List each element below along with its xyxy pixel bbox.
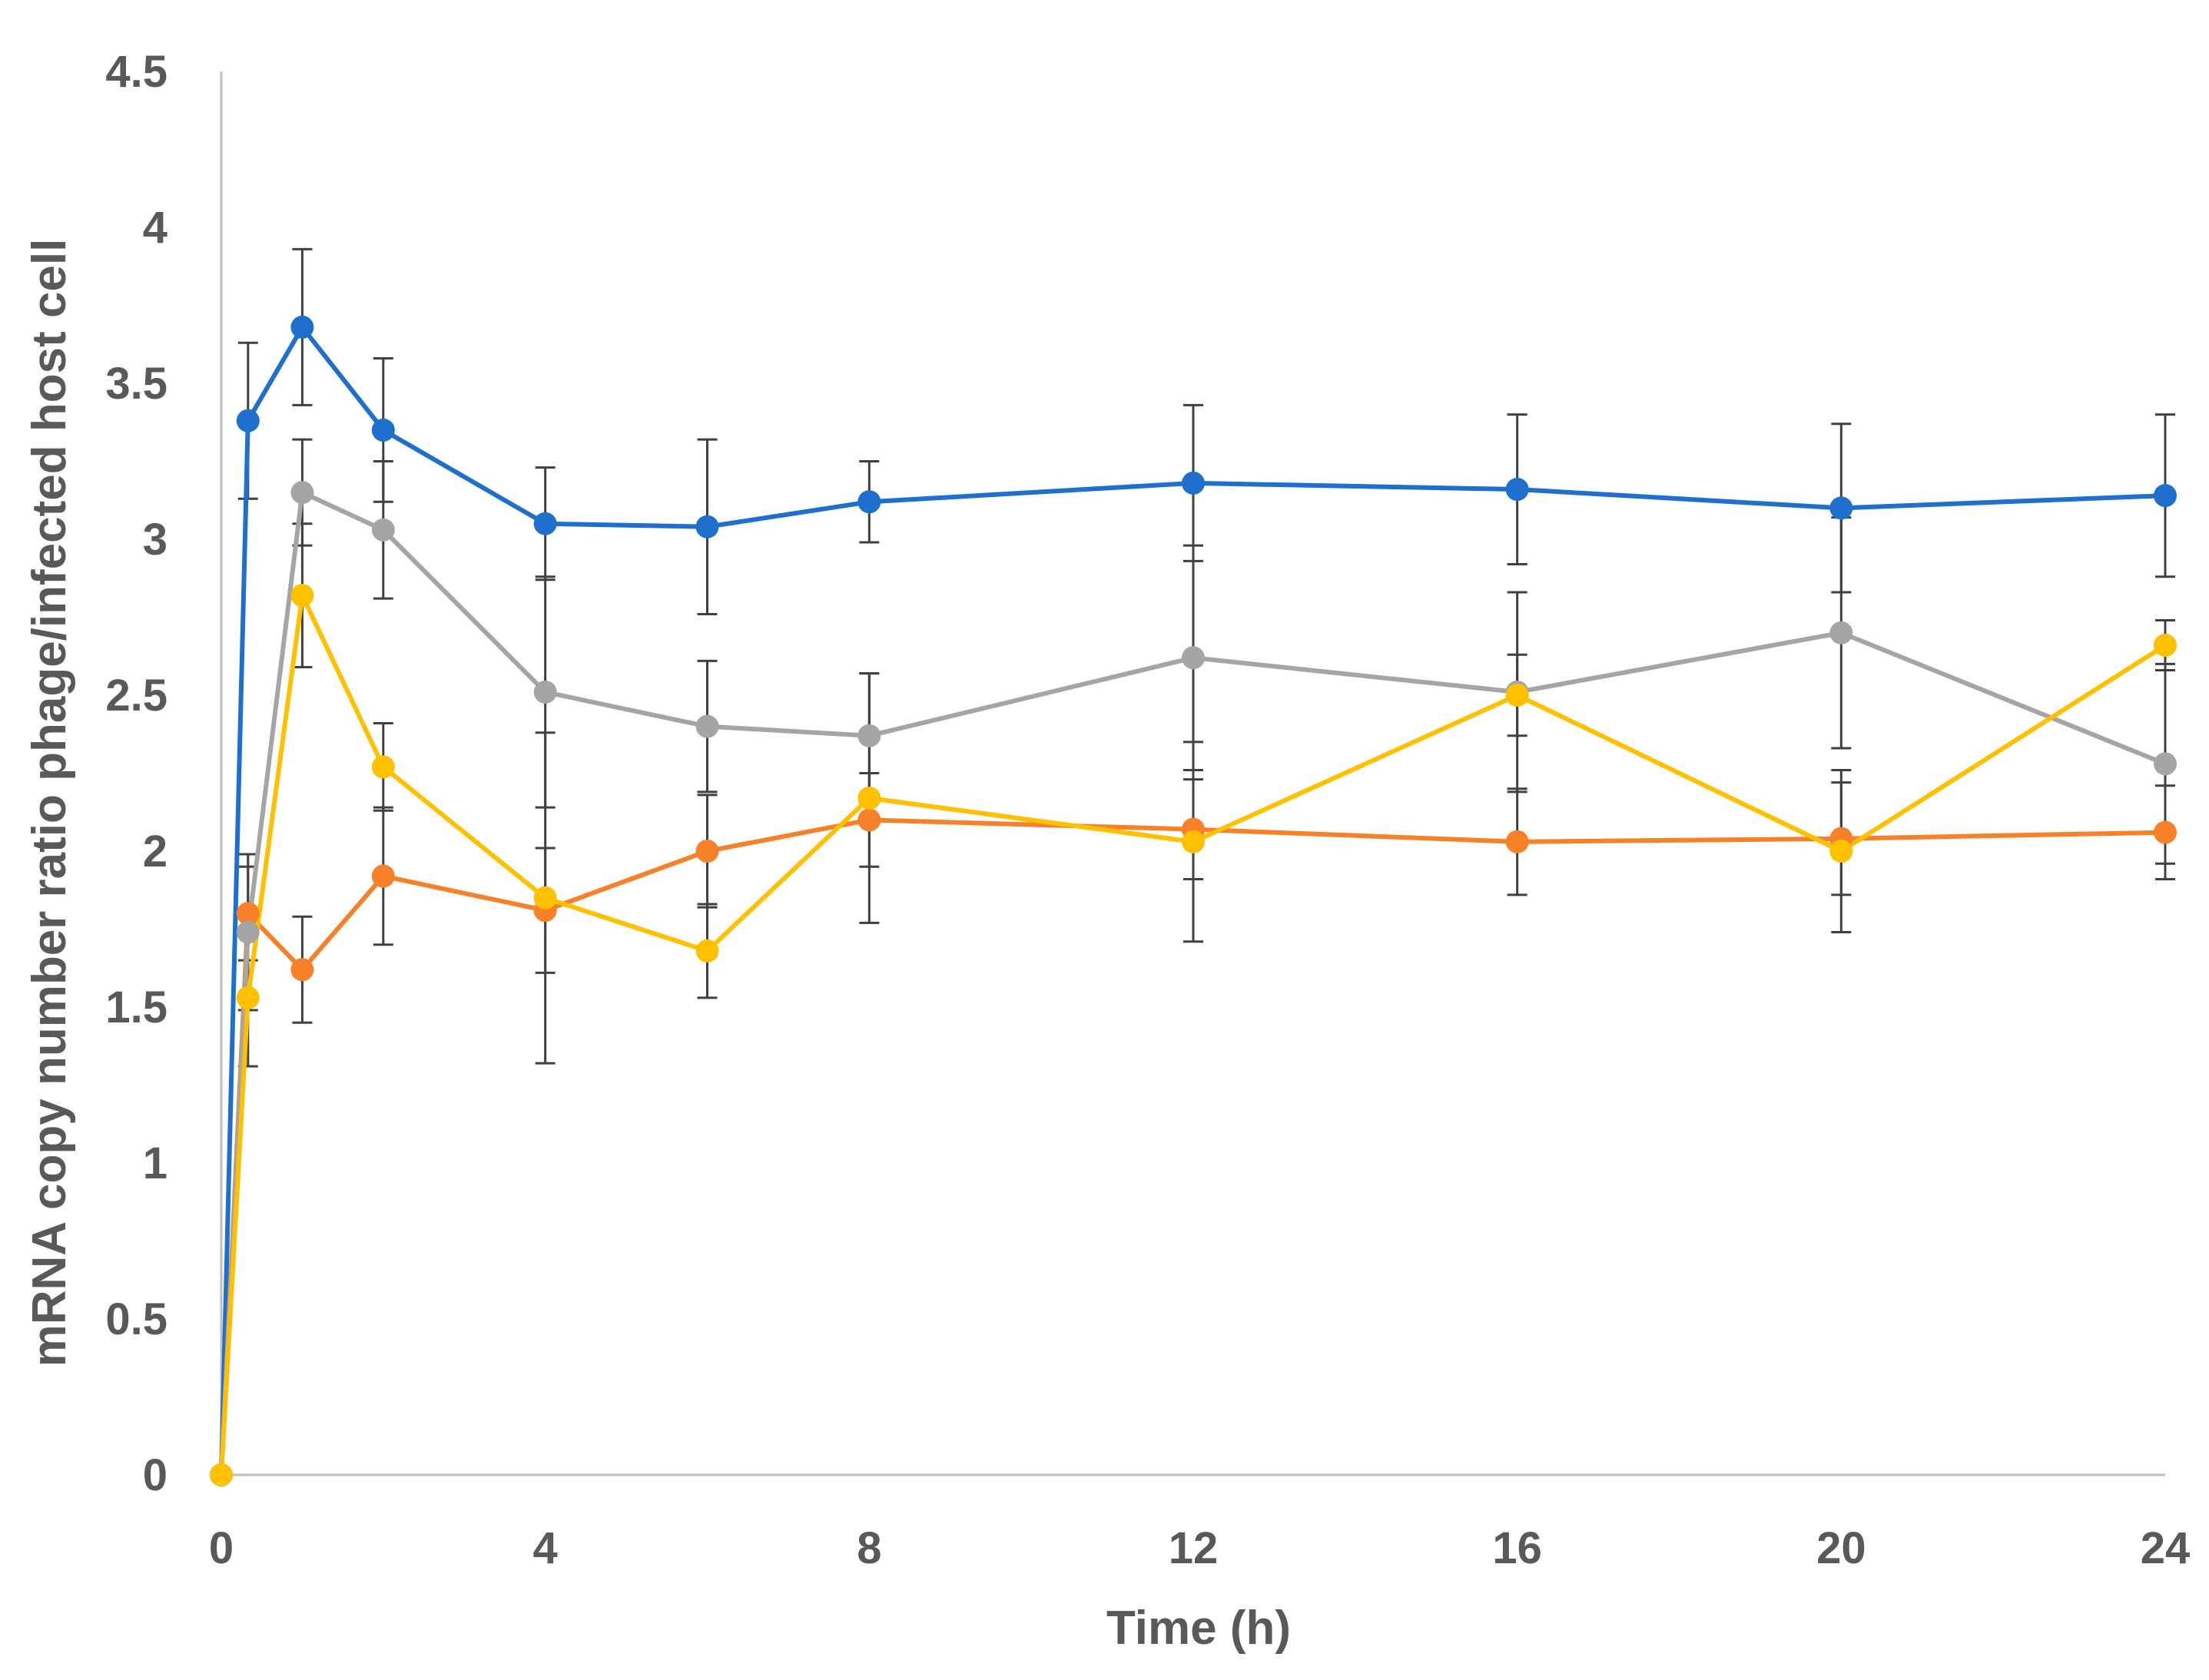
data-point-yellow xyxy=(371,755,395,779)
data-point-blue xyxy=(371,418,395,442)
data-point-orange xyxy=(371,864,395,888)
data-point-yellow xyxy=(857,786,881,810)
data-point-yellow xyxy=(1829,840,1853,863)
data-point-orange xyxy=(236,902,260,926)
data-point-yellow xyxy=(210,1463,233,1486)
data-point-gray xyxy=(236,920,260,944)
data-point-blue xyxy=(695,515,719,538)
data-point-gray xyxy=(695,714,719,738)
data-point-yellow xyxy=(2154,634,2177,658)
y-tick-label: 4.5 xyxy=(105,47,167,97)
x-tick-label: 8 xyxy=(857,1523,881,1573)
y-tick-label: 1.5 xyxy=(105,982,167,1032)
data-point-blue xyxy=(533,512,557,535)
x-axis-title: Time (h) xyxy=(1106,1602,1291,1655)
data-point-blue xyxy=(1829,496,1853,520)
y-tick-label: 0.5 xyxy=(105,1294,167,1344)
x-tick-label: 16 xyxy=(1492,1523,1542,1573)
data-point-blue xyxy=(290,315,314,339)
data-point-gray xyxy=(1829,621,1853,644)
x-tick-label: 20 xyxy=(1816,1523,1866,1573)
y-tick-labels: 0 0.5 1 1.5 2 2.5 3 3.5 4 4.5 xyxy=(105,47,167,1500)
data-point-orange xyxy=(1505,830,1529,853)
data-points xyxy=(210,315,2177,1486)
x-tick-label: 4 xyxy=(533,1523,558,1573)
data-point-orange xyxy=(2154,820,2177,844)
data-point-blue xyxy=(2154,484,2177,508)
data-point-gray xyxy=(290,481,314,505)
data-point-gray xyxy=(1182,646,1205,670)
x-tick-labels: 0 4 8 12 16 20 24 xyxy=(209,1523,2190,1573)
data-point-yellow xyxy=(290,584,314,608)
data-point-yellow xyxy=(236,986,260,1009)
y-tick-label: 3 xyxy=(143,515,167,565)
data-point-blue xyxy=(236,409,260,432)
data-point-gray xyxy=(533,680,557,704)
data-point-blue xyxy=(857,490,881,514)
y-tick-label: 0 xyxy=(143,1450,167,1500)
y-tick-label: 3.5 xyxy=(105,359,167,409)
data-point-gray xyxy=(857,724,881,747)
axes xyxy=(220,71,2165,1476)
data-point-orange xyxy=(695,840,719,863)
x-tick-label: 0 xyxy=(209,1523,234,1573)
data-point-gray xyxy=(371,518,395,542)
data-point-yellow xyxy=(1505,684,1529,707)
y-tick-label: 1 xyxy=(143,1138,167,1188)
x-tick-label: 24 xyxy=(2141,1523,2191,1573)
data-point-yellow xyxy=(533,886,557,910)
data-point-yellow xyxy=(695,939,719,963)
x-tick-label: 12 xyxy=(1169,1523,1219,1573)
y-tick-label: 2 xyxy=(143,827,167,876)
data-point-gray xyxy=(2154,752,2177,776)
y-tick-label: 2.5 xyxy=(105,671,167,721)
data-point-yellow xyxy=(1182,830,1205,853)
data-point-blue xyxy=(1505,478,1529,502)
data-point-orange xyxy=(290,958,314,982)
data-point-orange xyxy=(857,808,881,832)
y-tick-label: 4 xyxy=(143,203,167,253)
data-point-blue xyxy=(1182,471,1205,495)
y-axis-title: mRNA copy number ratio phage/infected ho… xyxy=(23,239,76,1367)
